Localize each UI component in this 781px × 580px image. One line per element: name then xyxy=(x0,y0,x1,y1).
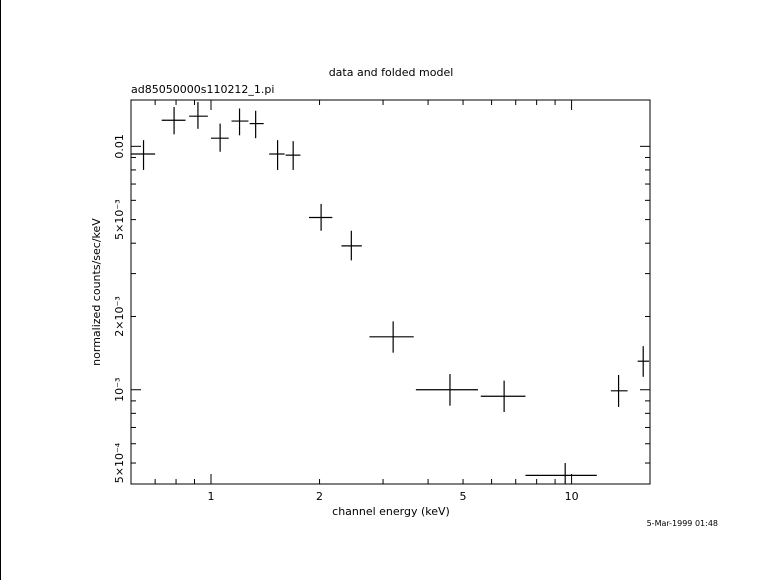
x-tick-label: 10 xyxy=(565,490,579,503)
data-point xyxy=(285,141,301,170)
data-point xyxy=(189,102,208,129)
x-axis-label: channel energy (keV) xyxy=(332,505,450,518)
y-tick-label: 5×10⁻⁴ xyxy=(113,442,126,483)
data-point xyxy=(161,107,186,135)
x-tick-label: 2 xyxy=(316,490,323,503)
y-axis-label: normalized counts/sec/keV xyxy=(90,218,103,366)
data-point xyxy=(309,203,333,231)
data-point xyxy=(131,140,156,170)
data-point xyxy=(415,374,478,406)
plot-frame xyxy=(130,99,651,485)
data-points xyxy=(131,102,650,484)
y-tick-label: 5×10⁻³ xyxy=(113,199,126,239)
chart-subtitle: ad85050000s110212_1.pi xyxy=(131,83,274,96)
x-tick-label: 1 xyxy=(207,490,214,503)
data-point xyxy=(341,230,362,261)
data-point xyxy=(269,140,285,170)
x-tick-label: 5 xyxy=(460,490,467,503)
y-axis-ticks: 0.01 5×10⁻³ 2×10⁻³ 10⁻³ 5×10⁻⁴ xyxy=(113,134,650,483)
data-point xyxy=(249,110,264,139)
data-point xyxy=(637,346,650,377)
y-tick-label: 2×10⁻³ xyxy=(113,296,126,336)
data-point xyxy=(210,123,229,152)
x-axis-ticks: 1 2 5 10 xyxy=(130,100,579,503)
data-point xyxy=(231,108,249,136)
data-point xyxy=(480,380,526,413)
y-tick-label: 0.01 xyxy=(113,134,126,159)
y-tick-label: 10⁻³ xyxy=(113,378,126,402)
timestamp: 5-Mar-1999 01:48 xyxy=(647,519,718,528)
data-point xyxy=(610,374,628,407)
data-point xyxy=(525,463,597,484)
chart-title: data and folded model xyxy=(329,66,454,79)
data-point xyxy=(369,321,414,353)
